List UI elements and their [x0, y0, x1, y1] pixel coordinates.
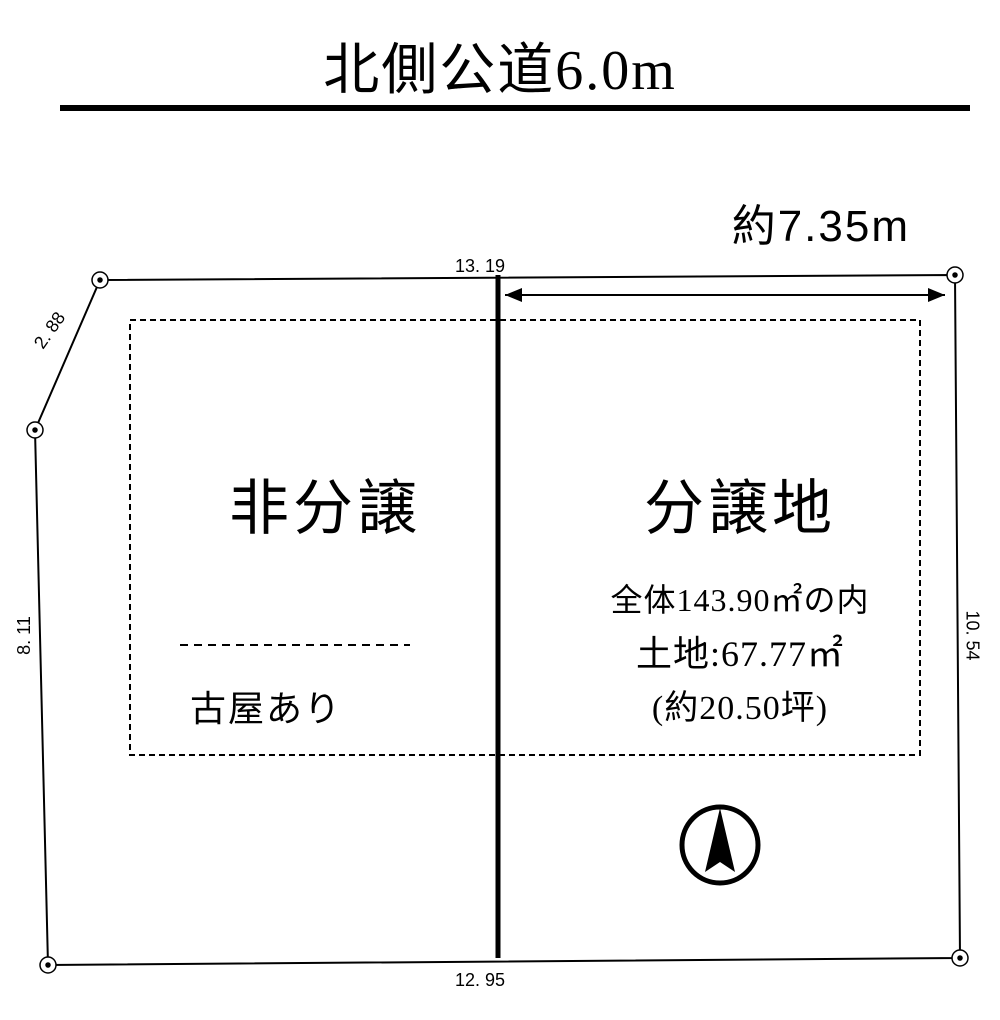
- dimension-arrow-left: [505, 288, 522, 302]
- old-house-note: 古屋あり: [190, 680, 342, 732]
- dimension-arrow-right: [928, 288, 945, 302]
- title-underline: [60, 105, 970, 111]
- parcel-right-label: 分譲地: [540, 460, 940, 547]
- parcel-right-detail-3: (約20.50坪): [545, 680, 935, 729]
- dimension-top: 13. 19: [455, 256, 505, 277]
- dimension-bottom: 12. 95: [455, 970, 505, 991]
- parcel-right-detail-2: 土地:67.77㎡: [545, 625, 935, 677]
- dimension-left-lower: 8. 11: [14, 616, 35, 655]
- width-label: 約7.35m: [732, 190, 910, 254]
- parcel-right-detail-1: 全体143.90㎡の内: [545, 575, 935, 621]
- compass-icon: [682, 807, 758, 883]
- parcel-left-label: 非分譲: [150, 460, 500, 547]
- page-title: 北側公道6.0m: [0, 25, 1000, 106]
- dimension-right: 10. 54: [961, 610, 982, 660]
